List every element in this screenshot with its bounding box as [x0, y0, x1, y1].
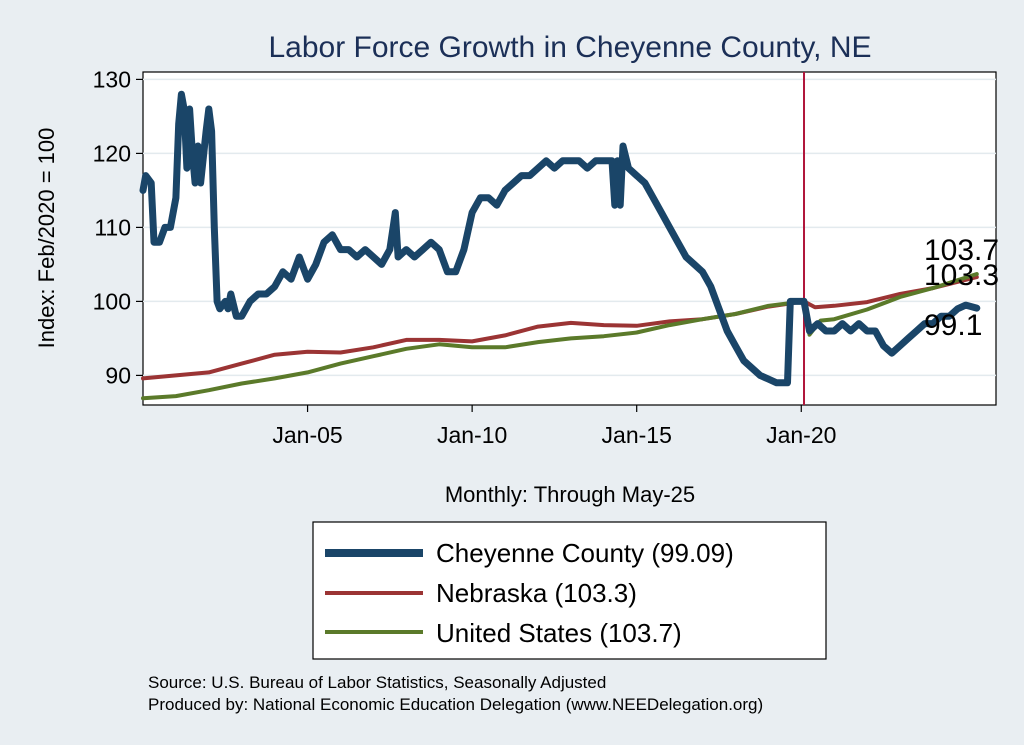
y-axis-title: Index: Feb/2020 = 100	[34, 128, 59, 349]
x-axis-title: Monthly: Through May-25	[445, 482, 695, 507]
producer-note: Produced by: National Economic Education…	[148, 695, 763, 714]
x-tick-label: Jan-05	[272, 422, 342, 448]
y-tick-label: 130	[93, 66, 131, 92]
series-line-nebraska	[141, 275, 979, 381]
x-tick-label: Jan-15	[602, 422, 672, 448]
legend-label-nebraska: Nebraska (103.3)	[436, 578, 637, 608]
source-note: Source: U.S. Bureau of Labor Statistics,…	[148, 673, 606, 692]
y-tick-label: 120	[93, 140, 131, 166]
x-axis: Jan-05 Jan-10 Jan-15 Jan-20	[272, 405, 836, 448]
y-axis: 90 100 110 120 130	[93, 66, 143, 388]
legend: Cheyenne County (99.09) Nebraska (103.3)…	[312, 521, 827, 660]
y-tick-label: 100	[93, 288, 131, 314]
series-line-cheyenne-county	[139, 90, 981, 387]
series-line-united-states	[141, 272, 979, 401]
plot-area	[142, 71, 997, 406]
end-label-cheyenne: 99.1	[924, 309, 982, 342]
x-tick-label: Jan-20	[766, 422, 836, 448]
end-label-nebraska: 103.3	[924, 259, 999, 292]
end-label-united-states: 103.7	[924, 234, 999, 267]
y-tick-label: 90	[105, 362, 131, 388]
series-lines	[139, 90, 981, 401]
legend-label-united-states: United States (103.7)	[436, 618, 682, 648]
x-tick-label: Jan-10	[437, 422, 507, 448]
chart-title: Labor Force Growth in Cheyenne County, N…	[268, 31, 871, 64]
legend-label-cheyenne: Cheyenne County (99.09)	[436, 538, 734, 568]
y-tick-label: 110	[94, 214, 131, 240]
legend-box	[312, 521, 827, 660]
